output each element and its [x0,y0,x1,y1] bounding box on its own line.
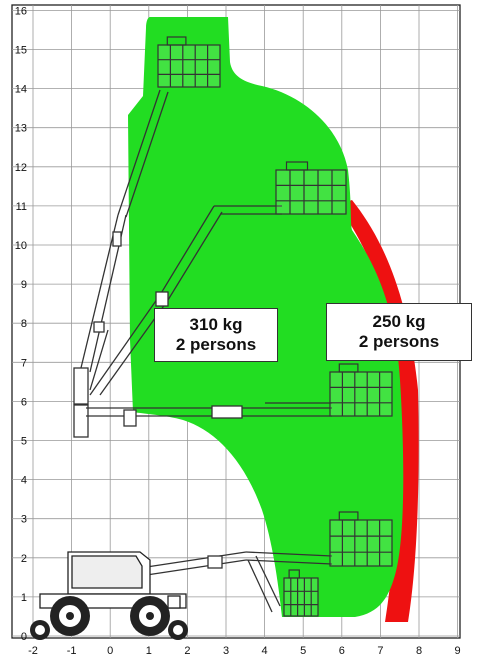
y-tick-label: 14 [15,84,27,96]
x-tick-label: 4 [262,645,268,657]
y-tick-label: 1 [21,592,27,604]
platform-baskets [157,36,393,617]
x-tick-label: 5 [300,645,306,657]
x-tick-label: 2 [184,645,190,657]
platform-basket [283,569,319,617]
boom-diagonal [73,205,282,438]
zone-250kg-persons: 2 persons [358,332,440,351]
y-tick-label: 3 [21,514,27,526]
y-tick-label: 6 [21,396,27,408]
y-tick-label: 9 [21,279,27,291]
platform-basket [157,36,221,88]
y-tick-label: 2 [21,553,27,565]
x-tick-label: 1 [146,645,152,657]
y-tick-label: 11 [16,201,27,213]
zone-250kg-load: 250 kg [372,312,426,331]
x-tick-label: -1 [67,645,77,657]
boom-upright [73,89,169,405]
x-tick-label: 0 [107,645,113,657]
y-tick-label: 12 [15,162,27,174]
x-tick-label: 8 [416,645,422,657]
boom-low [139,551,333,613]
zone-310kg-load: 310 kg [189,315,243,334]
x-tick-label: 3 [223,645,229,657]
y-tick-label: 13 [15,123,27,135]
boom-horizontal [86,402,332,427]
x-axis-ticks: -2 -1 0 1 2 3 4 5 6 7 8 9 [28,645,461,657]
x-tick-label: 7 [377,645,383,657]
y-tick-label: 4 [21,475,27,487]
y-tick-label: 7 [21,357,27,369]
zone-250kg-label: 250 kg 2 persons [326,303,472,361]
platform-basket [329,511,393,567]
x-tick-label: 6 [339,645,345,657]
wheel-rear [130,596,170,636]
y-tick-label: 8 [21,318,27,330]
y-tick-label: 15 [15,45,27,57]
zone-310kg-persons: 2 persons [175,335,257,354]
zone-310kg-label: 310 kg 2 persons [154,308,278,362]
wheel-rear-steered [168,620,188,640]
x-tick-label: -2 [28,645,38,657]
wheel-front-steered [30,620,50,640]
platform-basket [329,363,393,417]
platform-basket [275,161,347,215]
y-tick-label: 5 [21,436,27,448]
y-tick-label: 10 [15,240,27,252]
wheel-front [50,596,90,636]
y-tick-label: 16 [15,5,27,17]
y-tick-label: 0 [21,631,27,643]
x-tick-label: 9 [455,645,461,657]
